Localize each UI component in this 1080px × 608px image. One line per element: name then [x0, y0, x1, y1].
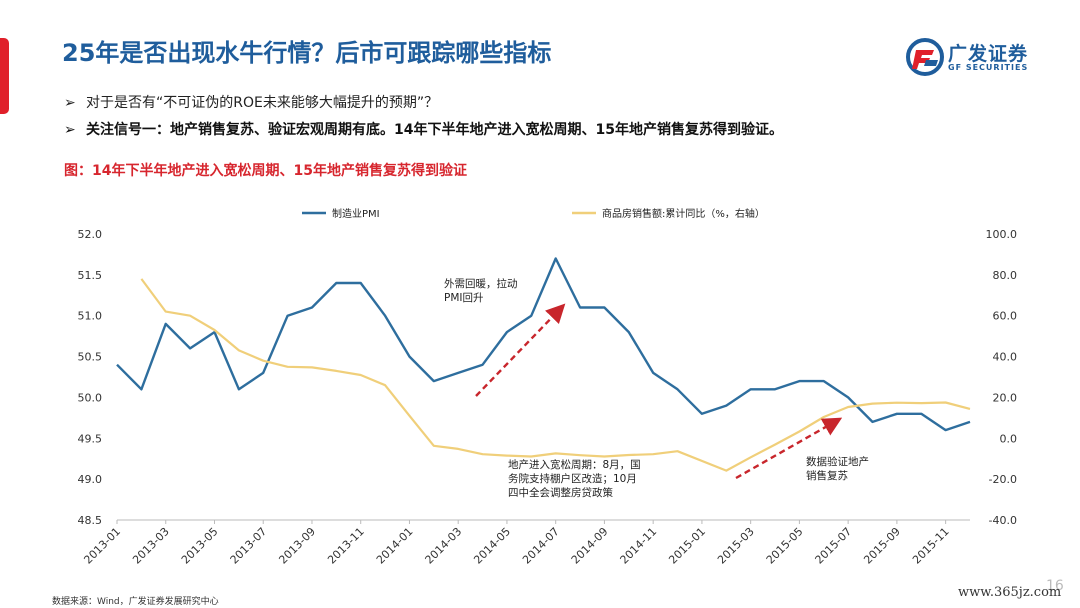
x-axis-tick-label: 2015-07: [813, 525, 855, 567]
left-axis-tick-label: 49.0: [78, 473, 103, 486]
x-axis-tick-label: 2015-05: [764, 525, 806, 567]
left-accent-bar: [0, 38, 9, 114]
series-line-sales: [140, 278, 971, 472]
annotation-text: 务院支持棚户区改造；10月: [508, 472, 637, 485]
annotation-text: 数据验证地产: [806, 455, 869, 468]
series-line-pmi: [116, 257, 971, 432]
x-axis-tick-label: 2014-05: [471, 525, 513, 567]
x-axis-tick-label: 2014-01: [374, 525, 416, 567]
x-axis-tick-label: 2015-09: [861, 525, 903, 567]
right-axis-tick-label: -40.0: [989, 514, 1017, 527]
right-axis-tick-label: 40.0: [993, 351, 1018, 364]
gf-securities-logo: 广发证券 GF SECURITIES: [906, 38, 1046, 78]
x-axis-tick-label: 2014-09: [569, 525, 611, 567]
bullet-item: ➢ 关注信号一：地产销售复苏、验证宏观周期有底。14年下半年地产进入宽松周期、15…: [64, 119, 783, 139]
left-axis-tick-label: 48.5: [78, 514, 103, 527]
right-axis-tick-label: 100.0: [986, 228, 1018, 241]
right-axis-tick-label: 20.0: [993, 391, 1018, 404]
logo-text-en: GF SECURITIES: [948, 63, 1029, 72]
left-axis-tick-label: 51.5: [78, 269, 103, 282]
gf-logo-icon: [906, 38, 944, 76]
annotation-text: 外需回暖，拉动: [444, 277, 518, 290]
bullet-text: 对于是否有“不可证伪的ROE未来能够大幅提升的预期”？: [86, 95, 439, 111]
x-axis-tick-label: 2015-03: [715, 525, 757, 567]
x-axis-tick-label: 2015-11: [910, 525, 952, 567]
watermark: www.365jz.com: [958, 585, 1062, 600]
logo-text-cn: 广发证券: [948, 43, 1029, 65]
right-axis-tick-label: 0.0: [1000, 432, 1018, 445]
right-axis-tick-label: 80.0: [993, 269, 1018, 282]
trend-arrow: [475, 303, 566, 397]
left-axis-tick-label: 50.5: [78, 351, 103, 364]
x-axis-tick-label: 2013-11: [325, 525, 367, 567]
x-axis-tick-label: 2013-01: [81, 525, 123, 567]
annotation-text: PMI回升: [444, 292, 484, 304]
page-number: 16: [1046, 578, 1064, 594]
chart-caption: 图：14年下半年地产进入宽松周期、15年地产销售复苏得到验证: [64, 163, 467, 179]
legend-label: 商品房销售额:累计同比（%，右轴）: [602, 207, 765, 220]
x-axis-tick-label: 2014-03: [423, 525, 465, 567]
right-axis-tick-label: -20.0: [989, 473, 1017, 486]
right-axis-tick-label: 60.0: [993, 310, 1018, 323]
x-axis-tick-label: 2013-07: [228, 525, 270, 567]
annotation-text: 销售复苏: [806, 469, 848, 482]
bullet-text: 关注信号一：地产销售复苏、验证宏观周期有底。14年下半年地产进入宽松周期、15年…: [86, 122, 783, 138]
x-axis-tick-label: 2015-01: [666, 525, 708, 567]
left-axis-tick-label: 51.0: [78, 310, 103, 323]
x-axis-tick-label: 2014-11: [618, 525, 660, 567]
legend-label: 制造业PMI: [332, 207, 380, 220]
bullet-arrow-icon: ➢: [64, 122, 76, 138]
annotation-text: 四中全会调整房贷政策: [508, 486, 613, 499]
left-axis-tick-label: 49.5: [78, 432, 103, 445]
left-axis-tick-label: 52.0: [78, 228, 103, 241]
x-axis-tick-label: 2013-03: [130, 525, 172, 567]
bullet-arrow-icon: ➢: [64, 95, 76, 111]
x-axis-tick-label: 2014-07: [520, 525, 562, 567]
bullet-item: ➢ 对于是否有“不可证伪的ROE未来能够大幅提升的预期”？: [64, 92, 438, 112]
annotation-text: 地产进入宽松周期：8月，国: [508, 458, 641, 471]
x-axis-tick-label: 2013-09: [276, 525, 318, 567]
left-axis-tick-label: 50.0: [78, 391, 103, 404]
data-source: 数据来源：Wind，广发证券发展研究中心: [52, 597, 219, 607]
page-title: 25年是否出现水牛行情？后市可跟踪哪些指标: [62, 39, 552, 67]
x-axis-tick-label: 2013-05: [179, 525, 221, 567]
